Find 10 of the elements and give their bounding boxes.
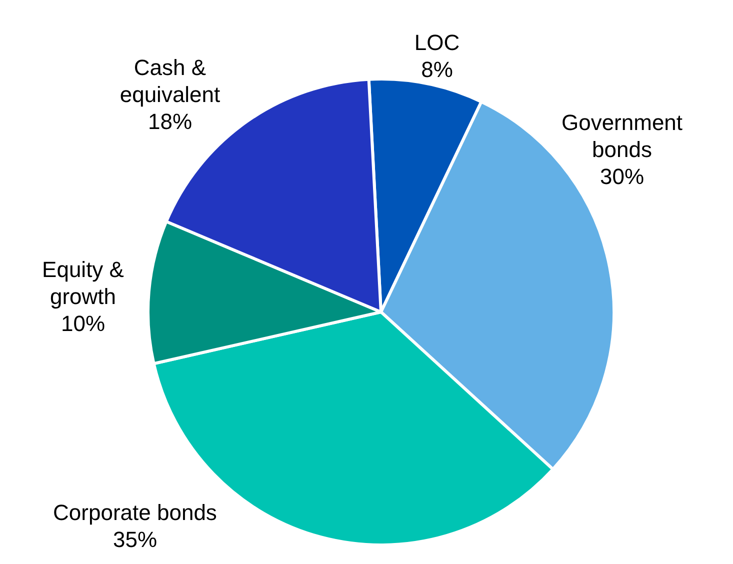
slice-label: LOC <box>414 30 460 55</box>
data-label: 10% <box>60 311 106 336</box>
slice-label: Cash & equivalent <box>120 55 220 107</box>
data-label: 35% <box>112 527 158 552</box>
data-label: 8% <box>421 57 453 82</box>
slice-label: Corporate bonds <box>53 500 217 525</box>
slice-label: Equity & growth <box>42 257 124 309</box>
data-label: 30% <box>600 164 644 189</box>
data-label: 18% <box>148 109 192 134</box>
slice-label: Government bonds <box>561 110 683 162</box>
